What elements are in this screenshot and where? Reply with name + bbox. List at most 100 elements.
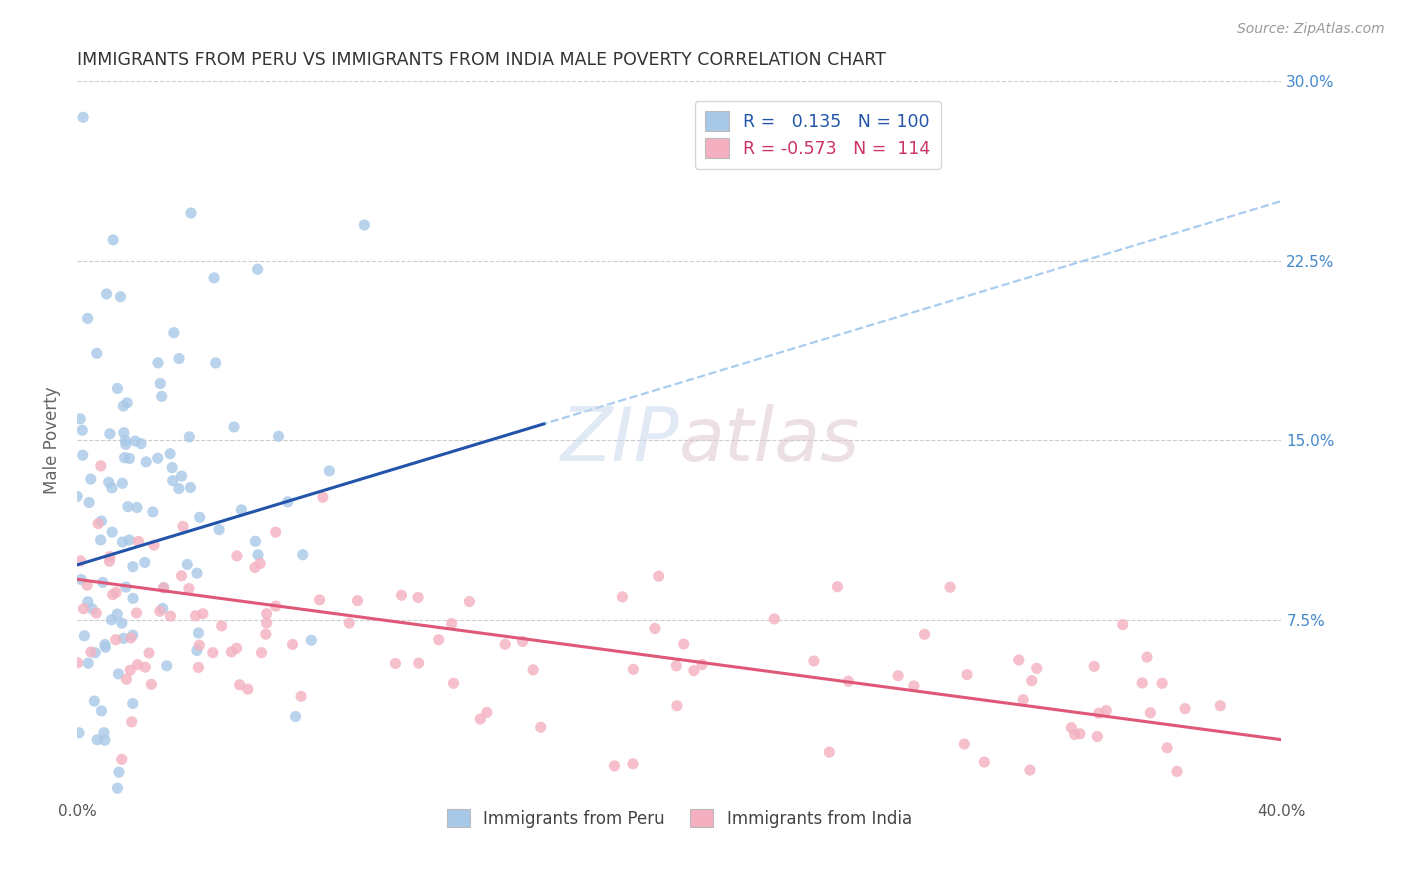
Point [246, 262, 269, 277]
Point [202, 271, 225, 285]
Point [77, 656, 100, 670]
Point [494, 637, 516, 651]
Point [73, 629, 96, 643]
Point [98, 549, 121, 564]
Point [125, 606, 148, 620]
Point [903, 679, 925, 693]
Point [127, 657, 149, 672]
Point [1069, 727, 1091, 741]
Point [1152, 676, 1174, 690]
Point [108, 765, 131, 780]
Point [225, 641, 247, 656]
Point [512, 634, 534, 648]
Y-axis label: Male Poverty: Male Poverty [44, 386, 60, 494]
Point [188, 510, 211, 524]
Point [110, 290, 132, 304]
Point [100, 613, 122, 627]
Point [118, 451, 141, 466]
Point [107, 781, 129, 796]
Point [690, 657, 713, 672]
Point [245, 534, 267, 549]
Point [84, 606, 107, 620]
Point [67, 726, 90, 740]
Point [299, 633, 322, 648]
Point [120, 663, 142, 677]
Point [152, 581, 174, 595]
Point [1025, 661, 1047, 675]
Point [114, 434, 136, 448]
Point [973, 755, 995, 769]
Point [1060, 721, 1083, 735]
Point [124, 434, 146, 448]
Point [111, 476, 134, 491]
Point [93, 725, 115, 739]
Point [1021, 673, 1043, 688]
Point [1095, 704, 1118, 718]
Point [243, 560, 266, 574]
Point [97, 475, 120, 490]
Point [236, 682, 259, 697]
Point [86, 732, 108, 747]
Point [138, 646, 160, 660]
Point [318, 464, 340, 478]
Point [83, 694, 105, 708]
Point [1209, 698, 1232, 713]
Point [98, 554, 121, 568]
Point [443, 676, 465, 690]
Point [179, 481, 201, 495]
Point [939, 580, 962, 594]
Point [186, 566, 208, 581]
Point [103, 233, 125, 247]
Point [1083, 659, 1105, 673]
Point [156, 658, 179, 673]
Point [953, 737, 976, 751]
Point [98, 426, 121, 441]
Point [337, 616, 360, 631]
Point [159, 447, 181, 461]
Text: ZIP: ZIP [561, 404, 679, 476]
Point [121, 697, 143, 711]
Point [142, 505, 165, 519]
Point [887, 669, 910, 683]
Point [267, 429, 290, 443]
Point [250, 646, 273, 660]
Point [763, 612, 786, 626]
Point [470, 712, 492, 726]
Point [682, 664, 704, 678]
Point [72, 601, 94, 615]
Point [121, 714, 143, 729]
Point [277, 495, 299, 509]
Point [647, 569, 669, 583]
Point [69, 554, 91, 568]
Point [111, 616, 134, 631]
Point [522, 663, 544, 677]
Point [408, 656, 430, 670]
Point [91, 575, 114, 590]
Point [187, 626, 209, 640]
Point [291, 548, 314, 562]
Point [122, 591, 145, 606]
Point [1085, 730, 1108, 744]
Point [76, 311, 98, 326]
Point [256, 615, 278, 630]
Point [440, 616, 463, 631]
Point [803, 654, 825, 668]
Point [1156, 740, 1178, 755]
Point [475, 706, 498, 720]
Point [225, 549, 247, 563]
Point [308, 593, 330, 607]
Point [121, 628, 143, 642]
Point [120, 631, 142, 645]
Point [1112, 617, 1135, 632]
Point [70, 423, 93, 437]
Point [1063, 727, 1085, 741]
Point [141, 677, 163, 691]
Point [228, 678, 250, 692]
Point [105, 607, 128, 621]
Point [1008, 653, 1031, 667]
Point [112, 632, 135, 646]
Point [176, 558, 198, 572]
Point [162, 474, 184, 488]
Point [170, 568, 193, 582]
Point [827, 580, 849, 594]
